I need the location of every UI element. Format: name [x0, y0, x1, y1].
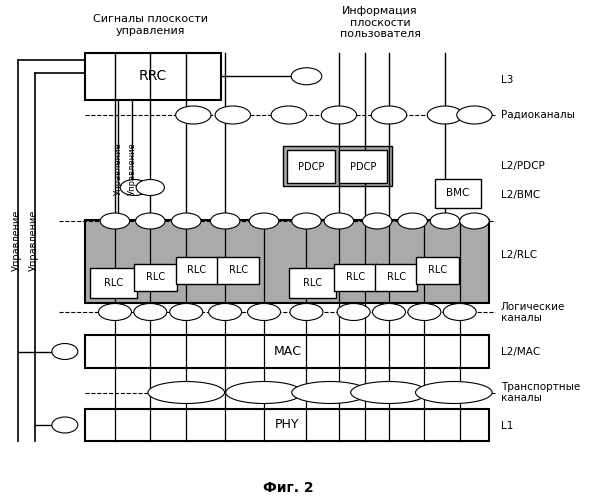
Ellipse shape	[459, 213, 489, 229]
Text: Управление: Управление	[11, 210, 22, 270]
Text: Информация
плоскости
пользователя: Информация плоскости пользователя	[340, 6, 420, 39]
FancyBboxPatch shape	[86, 52, 221, 100]
Text: PDCP: PDCP	[350, 162, 376, 172]
Text: RRC: RRC	[139, 69, 167, 83]
Ellipse shape	[52, 417, 78, 433]
Text: RLC: RLC	[386, 272, 406, 282]
Ellipse shape	[292, 213, 321, 229]
Ellipse shape	[120, 180, 149, 196]
Ellipse shape	[321, 106, 356, 124]
Text: Фиг. 2: Фиг. 2	[264, 480, 314, 494]
Text: BMC: BMC	[446, 188, 470, 198]
FancyBboxPatch shape	[176, 256, 218, 284]
Ellipse shape	[100, 213, 129, 229]
Text: RLC: RLC	[346, 272, 365, 282]
Text: RLC: RLC	[428, 265, 447, 275]
Text: Сигналы плоскости
управления: Сигналы плоскости управления	[93, 14, 208, 36]
Ellipse shape	[148, 382, 225, 404]
Text: Управление: Управление	[29, 210, 39, 270]
Ellipse shape	[52, 344, 78, 359]
Ellipse shape	[292, 382, 368, 404]
Ellipse shape	[430, 213, 459, 229]
Ellipse shape	[408, 304, 441, 320]
Ellipse shape	[136, 180, 165, 196]
Text: RLC: RLC	[303, 278, 322, 287]
FancyBboxPatch shape	[289, 268, 336, 298]
FancyBboxPatch shape	[339, 150, 387, 183]
Text: L2/RLC: L2/RLC	[501, 250, 537, 260]
FancyBboxPatch shape	[86, 408, 489, 441]
Ellipse shape	[427, 106, 462, 124]
Ellipse shape	[350, 382, 427, 404]
Text: Управление: Управление	[128, 142, 137, 196]
Ellipse shape	[215, 106, 250, 124]
Ellipse shape	[134, 304, 167, 320]
Text: L2/BMC: L2/BMC	[501, 190, 540, 200]
FancyBboxPatch shape	[86, 220, 489, 302]
Text: Радиоканалы: Радиоканалы	[501, 110, 575, 120]
Text: L1: L1	[501, 421, 513, 431]
Text: RLC: RLC	[104, 278, 123, 287]
Ellipse shape	[176, 106, 211, 124]
Ellipse shape	[362, 213, 392, 229]
Ellipse shape	[271, 106, 307, 124]
FancyBboxPatch shape	[435, 178, 481, 208]
FancyBboxPatch shape	[86, 335, 489, 368]
Ellipse shape	[324, 213, 353, 229]
FancyBboxPatch shape	[134, 264, 177, 291]
Ellipse shape	[291, 68, 322, 84]
Text: L3: L3	[501, 75, 513, 85]
FancyBboxPatch shape	[416, 256, 459, 284]
FancyBboxPatch shape	[283, 146, 392, 186]
Text: L2/МАС: L2/МАС	[501, 346, 540, 356]
Text: Транспортные
каналы: Транспортные каналы	[501, 382, 580, 404]
Ellipse shape	[457, 106, 492, 124]
Text: PDCP: PDCP	[298, 162, 325, 172]
Text: МАС: МАС	[273, 345, 301, 358]
Ellipse shape	[416, 382, 492, 404]
Ellipse shape	[398, 213, 427, 229]
FancyBboxPatch shape	[334, 264, 377, 291]
Text: Логические
каналы: Логические каналы	[501, 302, 565, 324]
FancyBboxPatch shape	[217, 256, 259, 284]
Ellipse shape	[249, 213, 279, 229]
Text: RLC: RLC	[146, 272, 165, 282]
Ellipse shape	[98, 304, 131, 320]
FancyBboxPatch shape	[90, 268, 137, 298]
Text: RLC: RLC	[187, 265, 207, 275]
Text: Управление: Управление	[113, 142, 122, 196]
Ellipse shape	[337, 304, 370, 320]
Ellipse shape	[443, 304, 476, 320]
FancyBboxPatch shape	[375, 264, 418, 291]
Ellipse shape	[135, 213, 165, 229]
FancyBboxPatch shape	[287, 150, 335, 183]
Text: PHY: PHY	[275, 418, 300, 431]
Ellipse shape	[371, 106, 407, 124]
Ellipse shape	[290, 304, 323, 320]
Ellipse shape	[208, 304, 241, 320]
Text: RLC: RLC	[229, 265, 247, 275]
Ellipse shape	[171, 213, 201, 229]
Text: L2/PDCP: L2/PDCP	[501, 161, 544, 171]
Ellipse shape	[210, 213, 240, 229]
Ellipse shape	[373, 304, 406, 320]
Ellipse shape	[247, 304, 280, 320]
Ellipse shape	[226, 382, 302, 404]
Ellipse shape	[170, 304, 202, 320]
